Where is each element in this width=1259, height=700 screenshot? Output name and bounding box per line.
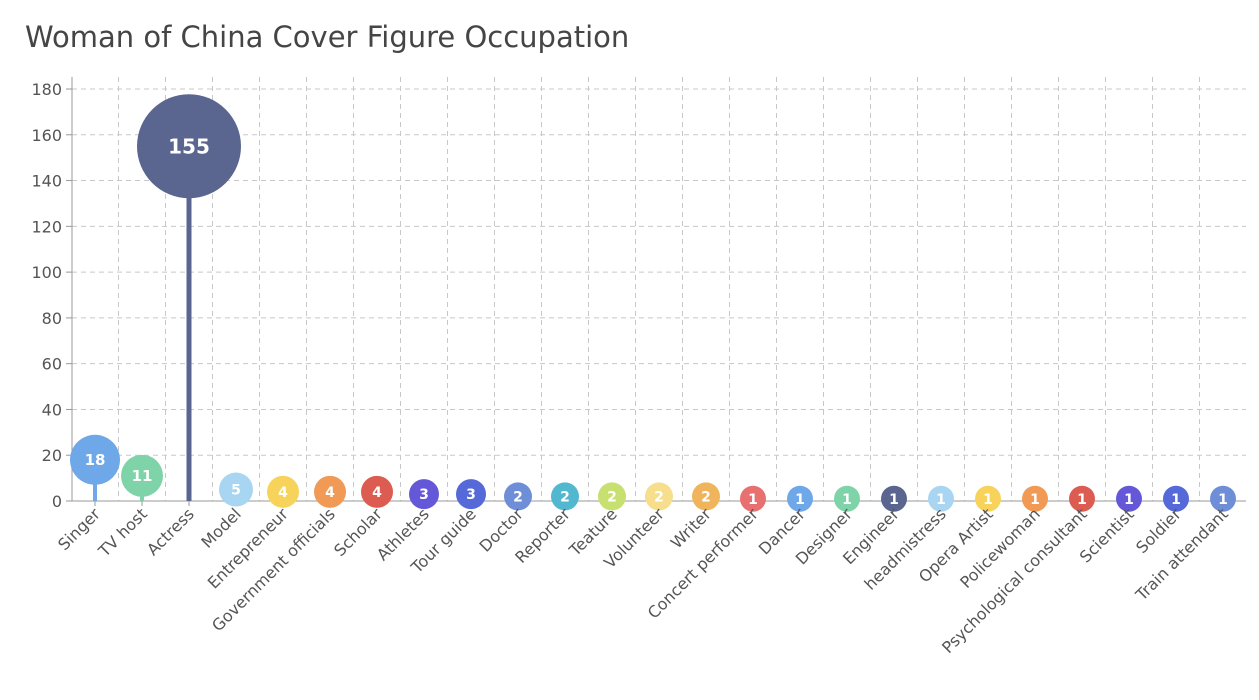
data-label-doctor: 2 — [513, 489, 523, 505]
data-label-scientist: 1 — [1124, 492, 1134, 508]
y-tick-label: 0 — [52, 492, 62, 511]
bubble-soldier — [1163, 485, 1189, 512]
bubble-entrepreneur — [267, 475, 299, 508]
x-tick-label-entrepreneur: Entrepreneur — [204, 504, 292, 592]
y-tick-label: 120 — [31, 217, 62, 236]
bubble-model — [219, 472, 253, 507]
y-tick-label: 160 — [31, 126, 62, 145]
bubble-designer — [834, 485, 860, 512]
y-tick-label: 60 — [42, 355, 62, 374]
data-label-actress: 155 — [168, 134, 210, 158]
data-label-dancer: 1 — [795, 492, 805, 508]
bubble-volunteer — [645, 482, 673, 511]
y-tick-label: 140 — [31, 172, 62, 191]
x-tick-label-actress: Actress — [143, 504, 198, 559]
bubble-actress — [137, 94, 241, 199]
grid-layer — [72, 77, 1246, 501]
data-label-writer: 2 — [701, 489, 711, 505]
chart-title: Woman of China Cover Figure Occupation — [25, 20, 630, 54]
axis-layer: 0 20 40 60 80 100 120 140 160 180 — [31, 77, 1246, 511]
data-label-headmistress: 1 — [936, 492, 946, 508]
data-label-government-officials: 4 — [325, 485, 335, 501]
bubble-writer — [692, 482, 720, 511]
data-label-tour-guide: 3 — [466, 487, 476, 503]
data-label-scholar: 4 — [372, 485, 382, 501]
bubble-government-officials — [314, 475, 346, 508]
data-label-policewoman: 1 — [1030, 492, 1040, 508]
bubble-teature — [598, 482, 626, 511]
bubble-headmistress — [928, 485, 954, 512]
data-label-entrepreneur: 4 — [278, 485, 288, 501]
y-tick-label: 40 — [42, 400, 62, 419]
bubble-opera-artist — [975, 485, 1001, 512]
bubble-athletes — [409, 479, 439, 510]
data-label-volunteer: 2 — [654, 489, 664, 505]
y-tick-label: 180 — [31, 80, 62, 99]
bubble-concert-performer — [740, 485, 766, 512]
x-tick-label-headmistress: headmistress — [861, 504, 950, 593]
bubble-psychological-consultant — [1069, 485, 1095, 512]
bubble-singer — [70, 434, 120, 485]
bubble-engineer — [881, 485, 907, 512]
y-tick-label: 100 — [31, 263, 62, 282]
bubble-tour-guide — [456, 479, 486, 510]
bubble-tv-host — [121, 454, 163, 497]
bubble-reporter — [551, 482, 579, 511]
bubble-scholar — [361, 475, 393, 508]
data-label-concert-performer: 1 — [748, 492, 758, 508]
data-label-reporter: 2 — [560, 489, 570, 505]
data-label-tv-host: 11 — [132, 467, 153, 485]
y-tick-label: 20 — [42, 446, 62, 465]
data-label-opera-artist: 1 — [983, 492, 993, 508]
data-label-train-attendant: 1 — [1218, 492, 1228, 508]
bubble-dancer — [787, 485, 813, 512]
bubble-policewoman — [1022, 485, 1048, 512]
data-label-singer: 18 — [85, 451, 106, 469]
data-label-soldier: 1 — [1171, 492, 1181, 508]
y-tick-label: 80 — [42, 309, 62, 328]
data-label-teature: 2 — [607, 489, 617, 505]
data-label-psychological-consultant: 1 — [1077, 492, 1087, 508]
data-label-athletes: 3 — [419, 487, 429, 503]
bubble-doctor — [504, 482, 532, 511]
data-label-engineer: 1 — [889, 492, 899, 508]
x-tick-label-tv-host: TV host — [94, 504, 151, 561]
data-label-designer: 1 — [842, 492, 852, 508]
bubble-scientist — [1116, 485, 1142, 512]
data-label-model: 5 — [231, 483, 241, 499]
bubble-train-attendant — [1210, 485, 1236, 512]
